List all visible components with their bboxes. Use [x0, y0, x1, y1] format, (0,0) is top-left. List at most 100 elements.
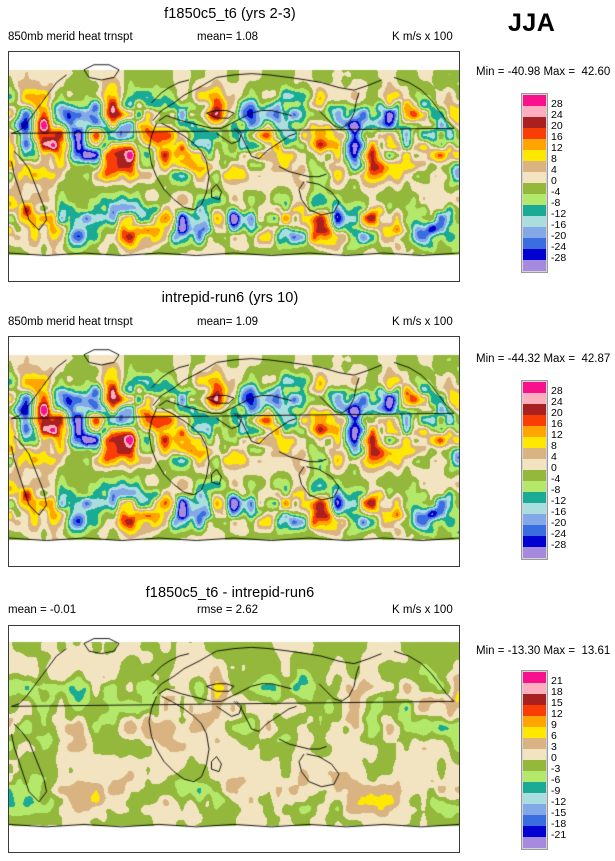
colorbar-tick-label: 28 [551, 98, 563, 110]
colorbar-swatch [523, 536, 546, 547]
panel-3-map [8, 625, 460, 853]
colorbar-swatch [523, 227, 546, 238]
colorbar-tick-label: -4 [551, 473, 561, 485]
colorbar-tick-label: 3 [551, 741, 557, 753]
colorbar-tick-label: 8 [551, 153, 557, 165]
colorbar-swatch [523, 448, 546, 459]
colorbar-tick-label: 4 [551, 451, 557, 463]
panel-2-map [8, 336, 460, 567]
colorbar-swatch [523, 705, 546, 716]
colorbar-tick-label: -21 [551, 829, 567, 841]
panel-1-variable-label: 850mb merid heat trnspt [8, 31, 133, 43]
colorbar-swatch [523, 525, 546, 536]
colorbar-swatch [523, 415, 546, 426]
colorbar-tick-label: -8 [551, 484, 561, 496]
panel-2-subrow: 850mb merid heat trnspt mean= 1.09 K m/s… [0, 316, 470, 330]
colorbar-swatch [523, 249, 546, 260]
colorbar-tick-label: -20 [551, 230, 567, 242]
colorbar-tick-label: 20 [551, 120, 563, 132]
coastline-overlay [9, 52, 459, 281]
panel-3-minmax: Min = -13.30 Max = 13.61 [476, 645, 611, 657]
colorbar-tick-label: -20 [551, 517, 567, 529]
panel-2-mean-label: mean= 1.09 [197, 316, 259, 328]
colorbar-swatch [523, 404, 546, 415]
colorbar-tick-label: -9 [551, 785, 561, 797]
panel-3-subrow: mean = -0.01 rmse = 2.62 K m/s x 100 [0, 604, 470, 618]
panel-1-subrow: 850mb merid heat trnspt mean= 1.08 K m/s… [0, 31, 470, 45]
colorbar-tick-label: 8 [551, 440, 557, 452]
colorbar-tick-label: 0 [551, 752, 557, 764]
colorbar-swatch [523, 161, 546, 172]
colorbar-tick-label: 16 [551, 131, 563, 143]
colorbar-swatch [523, 771, 546, 782]
colorbar-tick-label: 9 [551, 719, 557, 731]
season-label: JJA [508, 9, 556, 37]
colorbar-swatch [523, 95, 546, 106]
colorbar-swatch [523, 815, 546, 826]
colorbar-swatch [523, 437, 546, 448]
panel-1-colorbar [521, 93, 548, 273]
colorbar-tick-label: -15 [551, 807, 567, 819]
panel-1-map [8, 51, 460, 282]
colorbar-swatch [523, 760, 546, 771]
panel-1-mean-label: mean= 1.08 [197, 31, 259, 43]
panel-1-minmax: Min = -40.98 Max = 42.60 [476, 66, 611, 78]
colorbar-tick-label: 24 [551, 396, 563, 408]
colorbar-swatch [523, 793, 546, 804]
panel-3-units-label: K m/s x 100 [392, 604, 453, 616]
colorbar-swatch [523, 837, 546, 848]
colorbar-swatch [523, 382, 546, 393]
colorbar-tick-label: -16 [551, 506, 567, 518]
colorbar-tick-label: -24 [551, 241, 567, 253]
colorbar-swatch [523, 727, 546, 738]
panel-3-colorbar [521, 670, 548, 850]
colorbar-tick-label: -6 [551, 774, 561, 786]
colorbar-swatch [523, 216, 546, 227]
panel-2-title: intrepid-run6 (yrs 10) [161, 290, 299, 306]
colorbar-tick-label: -28 [551, 252, 567, 264]
colorbar-swatch [523, 683, 546, 694]
colorbar-swatch [523, 238, 546, 249]
colorbar-tick-label: -12 [551, 495, 567, 507]
colorbar-swatch [523, 150, 546, 161]
colorbar-tick-label: -24 [551, 528, 567, 540]
panel-3-title: f1850c5_t6 - intrepid-run6 [145, 585, 315, 601]
panel-1-units-label: K m/s x 100 [392, 31, 453, 43]
colorbar-tick-label: 28 [551, 385, 563, 397]
colorbar-tick-label: 15 [551, 697, 563, 709]
colorbar-swatch [523, 782, 546, 793]
colorbar-tick-label: 0 [551, 462, 557, 474]
colorbar-tick-label: 4 [551, 164, 557, 176]
colorbar-swatch [523, 183, 546, 194]
colorbar-tick-label: 16 [551, 418, 563, 430]
colorbar-swatch [523, 547, 546, 558]
colorbar-swatch [523, 459, 546, 470]
panel-3-mean-label: mean = -0.01 [8, 604, 77, 616]
panel-3-rmse-label: rmse = 2.62 [197, 604, 259, 616]
colorbar-swatch [523, 749, 546, 760]
colorbar-tick-label: 6 [551, 730, 557, 742]
colorbar-tick-label: 12 [551, 142, 563, 154]
colorbar-swatch [523, 514, 546, 525]
colorbar-swatch [523, 503, 546, 514]
colorbar-tick-label: 20 [551, 407, 563, 419]
colorbar-tick-label: -4 [551, 186, 561, 198]
colorbar-tick-label: 18 [551, 686, 563, 698]
coastline-overlay [9, 626, 459, 852]
colorbar-swatch [523, 481, 546, 492]
colorbar-tick-label: 12 [551, 708, 563, 720]
colorbar-swatch [523, 128, 546, 139]
colorbar-tick-label: 12 [551, 429, 563, 441]
colorbar-swatch [523, 804, 546, 815]
colorbar-swatch [523, 172, 546, 183]
colorbar-swatch [523, 139, 546, 150]
colorbar-tick-label: -16 [551, 219, 567, 231]
panel-1-title: f1850c5_t6 (yrs 2-3) [164, 6, 296, 22]
colorbar-tick-label: 0 [551, 175, 557, 187]
colorbar-swatch [523, 205, 546, 216]
panel-2-colorbar [521, 380, 548, 560]
colorbar-tick-label: -28 [551, 539, 567, 551]
colorbar-tick-label: -3 [551, 763, 561, 775]
colorbar-swatch [523, 826, 546, 837]
colorbar-swatch [523, 117, 546, 128]
